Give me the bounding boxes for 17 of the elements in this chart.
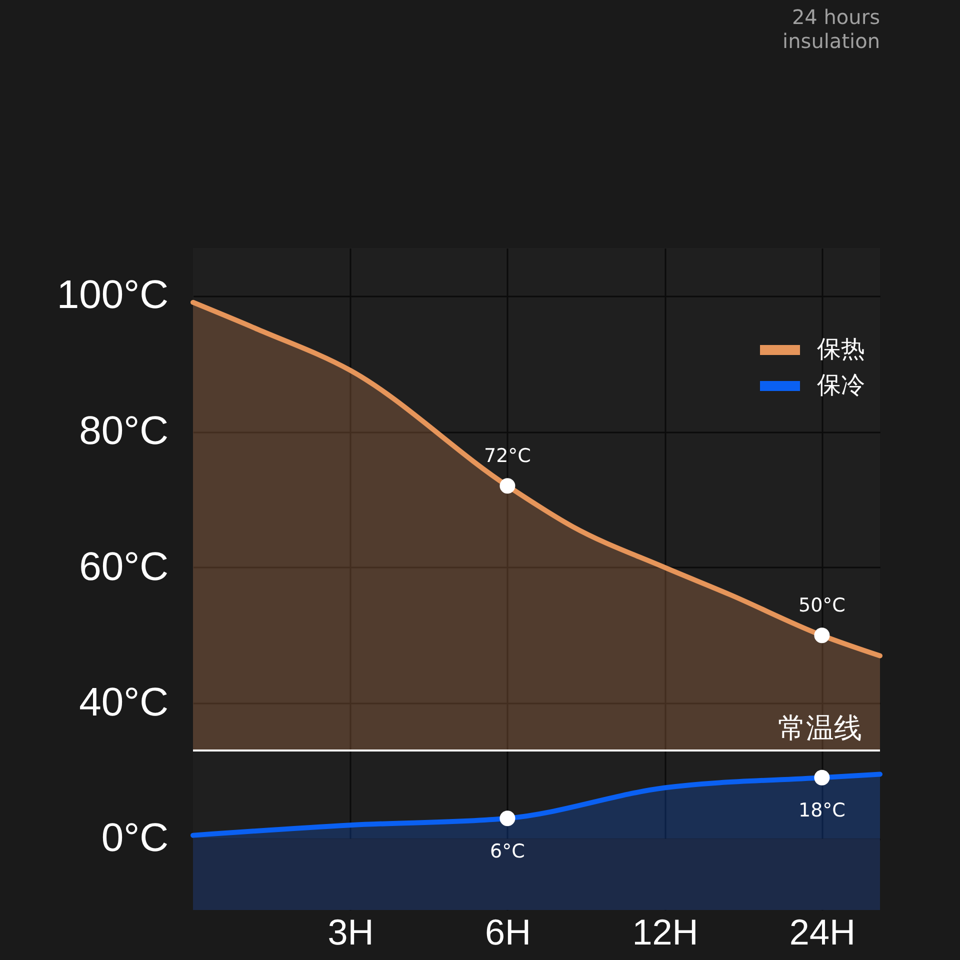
data-label: 18°C — [798, 800, 846, 822]
x-tick-label: 24H — [789, 912, 856, 952]
ref-line-label: 常温线 — [778, 711, 862, 744]
chart-title: 24 hours insulation — [782, 5, 880, 53]
y2-tick-label: 0°C — [101, 816, 168, 860]
legend-label: 保热 — [817, 335, 865, 363]
x-tick-label: 6H — [484, 912, 531, 952]
data-label: 50°C — [798, 594, 846, 616]
x-tick-label: 3H — [328, 912, 374, 952]
y2-tick-label: 40°C — [79, 680, 168, 724]
y-tick-label: 60°C — [79, 544, 168, 589]
y-tick-label: 80°C — [79, 409, 168, 454]
legend-label: 保冷 — [817, 371, 865, 399]
data-label: 6°C — [490, 840, 525, 862]
data-label: 72°C — [484, 444, 531, 467]
y-tick-label: 100°C — [56, 273, 168, 318]
x-tick-label: 12H — [632, 912, 698, 952]
